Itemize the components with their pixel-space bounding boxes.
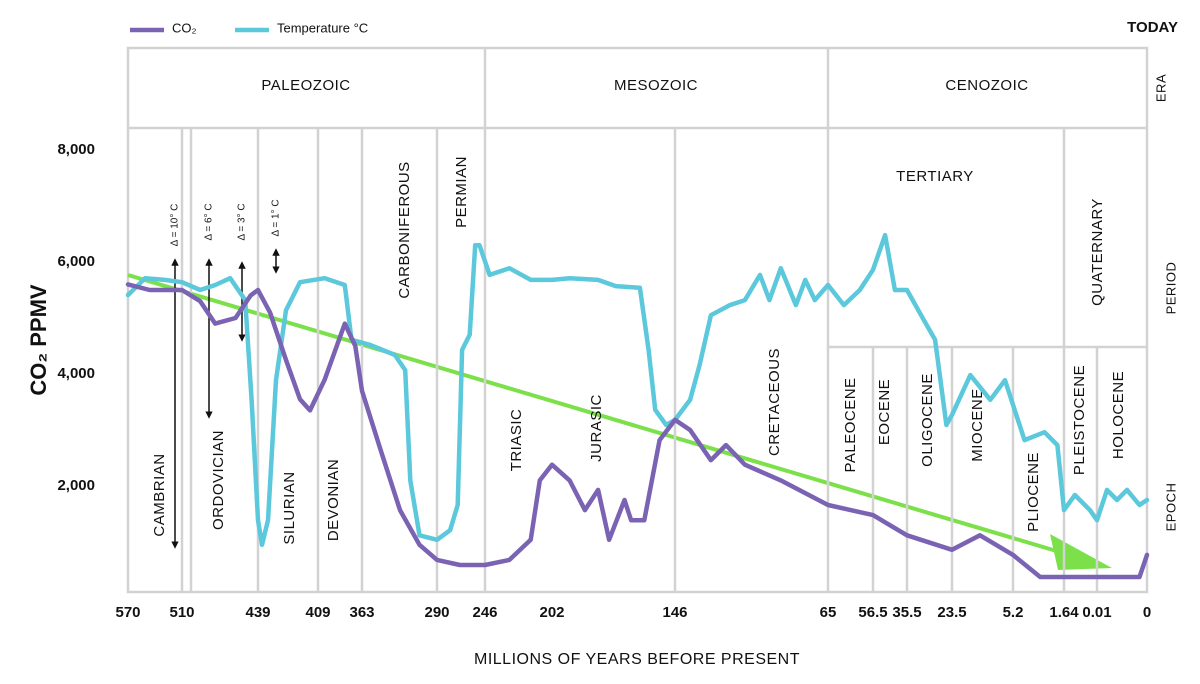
x-tick-label: 5.2	[1003, 604, 1024, 621]
series-line	[125, 232, 1150, 548]
era-label: PALEOZOIC	[261, 77, 350, 94]
legend-label: CO₂	[172, 20, 197, 35]
x-tick-label: 202	[539, 604, 564, 621]
x-tick-label: 439	[245, 604, 270, 621]
period-label: TRIASIC	[508, 409, 525, 472]
era-label: MESOZOIC	[614, 77, 698, 94]
period-label: QUATERNARY	[1089, 198, 1106, 306]
epoch-label: EOCENE	[876, 379, 893, 445]
epoch-label: PLEISTOCENE	[1071, 365, 1088, 475]
y-tick-label: 2,000	[57, 477, 95, 494]
trend-arrowhead	[1050, 534, 1112, 570]
legend-label: Temperature °C	[277, 20, 368, 35]
row-label: ERA	[1153, 74, 1168, 102]
period-label: CARBONIFEROUS	[396, 161, 413, 298]
epoch-label: OLIGOCENE	[919, 373, 936, 467]
x-tick-label: 56.5	[858, 604, 887, 621]
period-label: SILURIAN	[281, 471, 298, 544]
x-tick-label: 290	[424, 604, 449, 621]
period-label: PERMIAN	[453, 156, 470, 228]
era-label: CENOZOIC	[945, 77, 1028, 94]
plot-frame	[126, 46, 1149, 594]
x-tick-label: 0.01	[1082, 604, 1111, 621]
y-tick-label: 4,000	[57, 365, 95, 382]
x-tick-label: 409	[305, 604, 330, 621]
period-label: CRETACEOUS	[766, 348, 783, 456]
y-tick-label: 6,000	[57, 253, 95, 270]
period-label: ORDOVICIAN	[210, 430, 227, 530]
x-tick-label: 1.64	[1049, 604, 1079, 621]
period-label: JURASIC	[588, 394, 605, 462]
x-tick-label: 246	[472, 604, 497, 621]
x-tick-label: 570	[115, 604, 140, 621]
annotation: Δ = 6° C	[204, 203, 215, 240]
series-line	[125, 282, 1150, 580]
epoch-label: HOLOCENE	[1110, 371, 1127, 459]
y-tick-label: 8,000	[57, 141, 95, 158]
trend-arrow	[127, 273, 1081, 560]
today-label: TODAY	[1127, 19, 1178, 36]
annotation: Δ = 3° C	[237, 203, 248, 240]
period-label: DEVONIAN	[325, 459, 342, 541]
x-tick-label: 23.5	[937, 604, 966, 621]
x-axis-title: MILLIONS OF YEARS BEFORE PRESENT	[474, 651, 800, 668]
row-label: EPOCH	[1163, 483, 1178, 532]
epoch-label: PLIOCENE	[1025, 452, 1042, 532]
period-label: CAMBRIAN	[151, 453, 168, 536]
x-tick-label: 146	[662, 604, 687, 621]
epoch-label: PALEOCENE	[842, 377, 859, 472]
period-label: TERTIARY	[896, 168, 974, 185]
y-axis-title: CO₂ PPMV	[26, 284, 51, 396]
x-tick-label: 35.5	[892, 604, 921, 621]
x-tick-label: 510	[169, 604, 194, 621]
annotation: Δ = 1° C	[271, 199, 282, 236]
x-tick-label: 65	[820, 604, 837, 621]
x-tick-label: 0	[1143, 604, 1151, 621]
annotation: Δ = 10° C	[170, 204, 181, 247]
epoch-label: MIOCENE	[969, 388, 986, 462]
row-label: PERIOD	[1163, 262, 1178, 315]
x-tick-label: 363	[349, 604, 374, 621]
